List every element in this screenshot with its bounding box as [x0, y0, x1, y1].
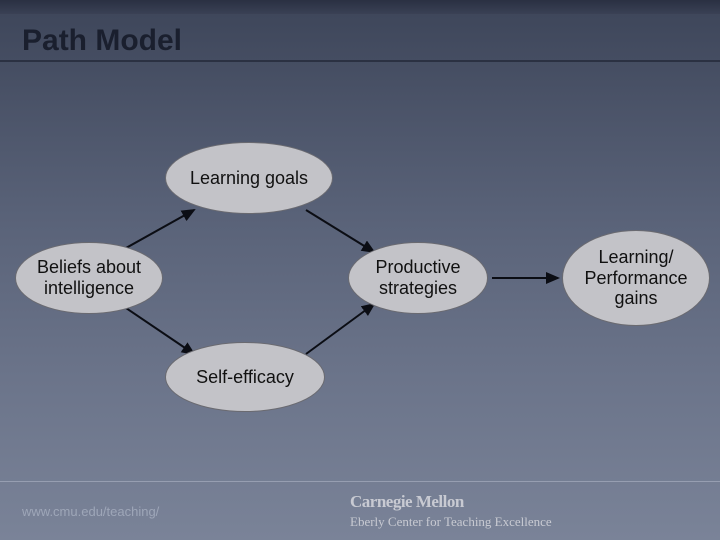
top-accent-bar — [0, 0, 720, 14]
footer-url: www.cmu.edu/teaching/ — [0, 504, 350, 519]
node-strategies: Productive strategies — [348, 242, 488, 314]
footer: www.cmu.edu/teaching/ Carnegie Mellon Eb… — [0, 482, 720, 540]
node-label-strategies: Productive strategies — [375, 257, 460, 298]
title-bar: Path Model — [0, 14, 720, 66]
edge-beliefs-to-efficacy — [126, 308, 194, 354]
node-beliefs: Beliefs about intelligence — [15, 242, 163, 314]
slide-title: Path Model — [22, 24, 698, 58]
edge-beliefs-to-goals — [126, 210, 194, 248]
center-name: Eberly Center for Teaching Excellence — [350, 514, 552, 530]
node-efficacy: Self-efficacy — [165, 342, 325, 412]
edge-efficacy-to-strategies — [306, 304, 374, 354]
institution-name: Carnegie Mellon — [350, 492, 552, 512]
node-label-gains: Learning/ Performance gains — [584, 247, 687, 309]
slide: Path Model Beliefs about intelligence Lea… — [0, 0, 720, 540]
edge-goals-to-strategies — [306, 210, 374, 252]
node-label-efficacy: Self-efficacy — [196, 367, 294, 388]
node-label-goals: Learning goals — [190, 168, 308, 189]
footer-logo: Carnegie Mellon Eberly Center for Teachi… — [350, 492, 552, 530]
node-goals: Learning goals — [165, 142, 333, 214]
path-model-diagram: Beliefs about intelligence Learning goals… — [0, 70, 720, 470]
node-gains: Learning/ Performance gains — [562, 230, 710, 326]
title-underline — [0, 60, 720, 62]
node-label-beliefs: Beliefs about intelligence — [37, 257, 141, 298]
